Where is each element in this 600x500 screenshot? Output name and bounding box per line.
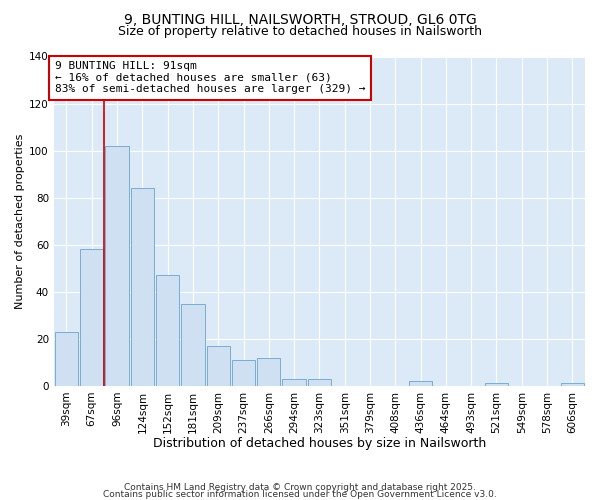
Bar [257,358,280,386]
Text: 9, BUNTING HILL, NAILSWORTH, STROUD, GL6 0TG: 9, BUNTING HILL, NAILSWORTH, STROUD, GL6… [124,12,476,26]
Text: 9 BUNTING HILL: 91sqm
← 16% of detached houses are smaller (63)
83% of semi-deta: 9 BUNTING HILL: 91sqm ← 16% of detached … [55,61,365,94]
Text: Contains HM Land Registry data © Crown copyright and database right 2025.: Contains HM Land Registry data © Crown c… [124,484,476,492]
X-axis label: Distribution of detached houses by size in Nailsworth: Distribution of detached houses by size … [153,437,486,450]
Bar [131,188,154,386]
Bar [283,379,306,386]
Bar [156,276,179,386]
Bar [55,332,78,386]
Bar [106,146,128,386]
Bar [80,250,103,386]
Text: Size of property relative to detached houses in Nailsworth: Size of property relative to detached ho… [118,25,482,38]
Bar [206,346,230,386]
Text: Contains public sector information licensed under the Open Government Licence v3: Contains public sector information licen… [103,490,497,499]
Bar [232,360,255,386]
Bar [308,379,331,386]
Y-axis label: Number of detached properties: Number of detached properties [15,134,25,309]
Bar [409,381,432,386]
Bar [561,384,584,386]
Bar [181,304,205,386]
Bar [485,384,508,386]
